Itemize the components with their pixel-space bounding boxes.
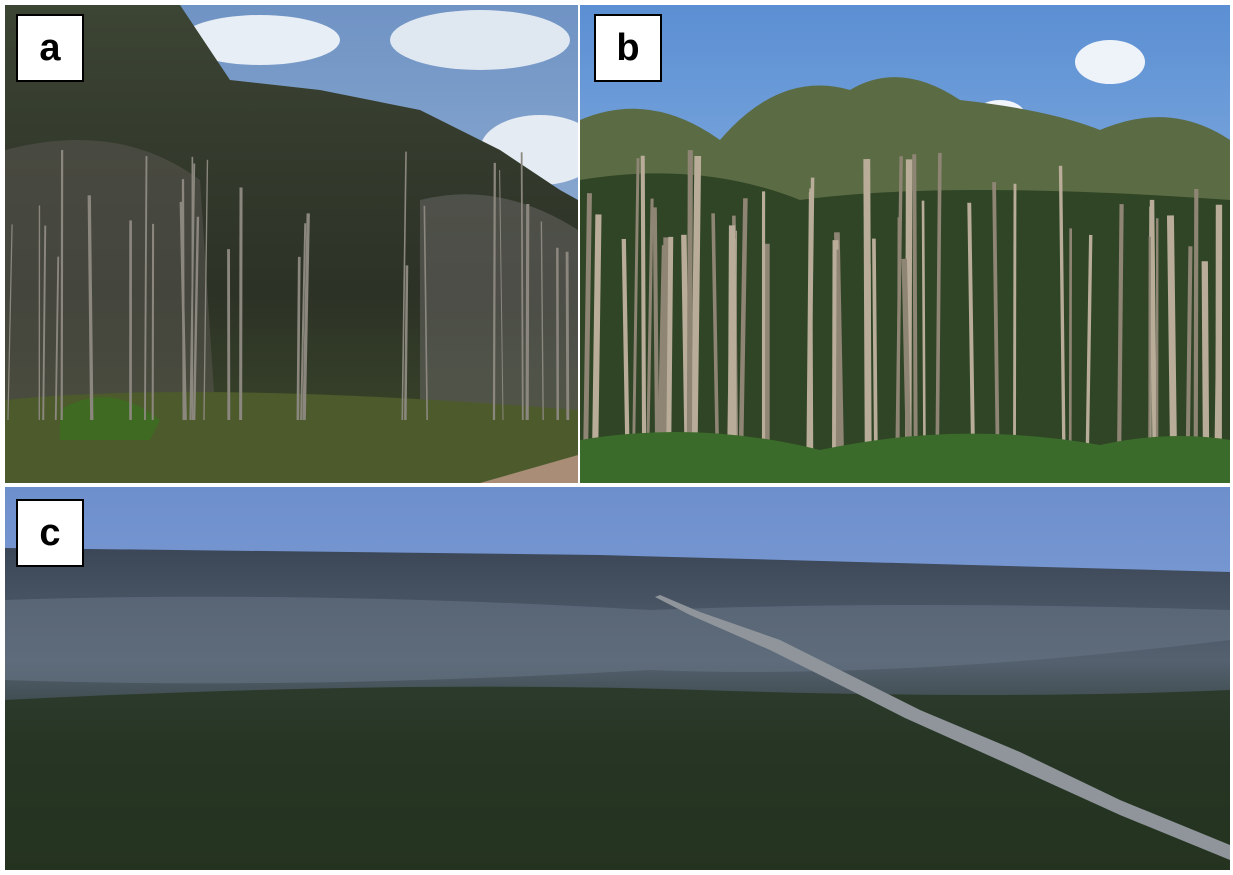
tree-trunk: [686, 150, 693, 471]
tree-trunk: [711, 213, 720, 471]
tree-trunk: [621, 238, 630, 471]
tree-trunk: [520, 152, 524, 421]
tree-trunk: [1214, 229, 1221, 471]
tree-trunk: [525, 203, 530, 421]
tree-trunk: [1013, 183, 1017, 471]
label-box: a: [16, 14, 84, 82]
tree-trunk: [1058, 165, 1066, 471]
tree-trunk: [302, 213, 310, 421]
tree-trunk: [144, 156, 148, 421]
tree-trunk: [296, 256, 301, 421]
tree-trunk: [921, 200, 926, 471]
label-box: b: [594, 14, 662, 82]
panel-a-photo: [5, 5, 578, 483]
panel-label: b: [616, 27, 639, 69]
tree-trunk: [1085, 234, 1093, 471]
tree-trunk: [992, 182, 1000, 471]
tree-trunk: [7, 224, 13, 421]
tree-trunk: [423, 205, 428, 421]
tree-trunk: [967, 202, 976, 471]
tree-trunk: [300, 223, 307, 421]
panel-label: c: [39, 512, 60, 554]
tree-trunk: [179, 201, 187, 421]
tree-trunk: [42, 225, 47, 421]
tree-trunk: [87, 195, 94, 421]
tree-trunk: [912, 154, 918, 471]
tree-trunk: [666, 236, 674, 471]
tree-trunk: [1149, 199, 1158, 471]
tree-trunk: [645, 198, 654, 471]
tree-trunk: [935, 152, 942, 471]
tree-trunk: [404, 265, 409, 421]
label-box: c: [16, 499, 84, 567]
tree-trunk: [652, 207, 660, 471]
tree-trunk: [203, 159, 209, 421]
tree-trunk: [565, 251, 570, 421]
tree-trunk: [401, 151, 407, 421]
tree-trunk: [863, 159, 872, 471]
tree-trunk: [831, 240, 839, 471]
tree-trunk: [1116, 204, 1124, 471]
tree-trunk: [1185, 246, 1193, 471]
tree-trunk: [835, 249, 840, 471]
panel-c-photo: [5, 487, 1230, 870]
panel-b-photo: [580, 5, 1230, 483]
tree-trunk: [690, 155, 702, 471]
tree-trunk: [1201, 261, 1210, 471]
tree-trunk: [640, 155, 647, 471]
tree-trunk: [54, 256, 60, 421]
tree-trunk: [631, 158, 640, 471]
tree-trunk: [492, 162, 496, 421]
tree-trunk: [591, 214, 602, 471]
tree-trunk: [192, 216, 200, 421]
tree-trunk: [189, 163, 196, 421]
tree-trunk: [901, 258, 912, 471]
tree-trunk: [1193, 188, 1199, 471]
tree-trunk: [499, 170, 504, 421]
tree-trunk: [872, 238, 878, 471]
tree-trunk: [895, 156, 903, 471]
tree-trunk: [681, 234, 691, 471]
tree-trunk: [1166, 215, 1178, 471]
tree-trunk: [727, 225, 736, 471]
tree-trunk: [809, 188, 814, 471]
tree-trunk: [540, 221, 544, 421]
panel-label: a: [39, 27, 61, 69]
tree-trunk: [582, 193, 592, 471]
tree-trunk: [738, 198, 748, 471]
